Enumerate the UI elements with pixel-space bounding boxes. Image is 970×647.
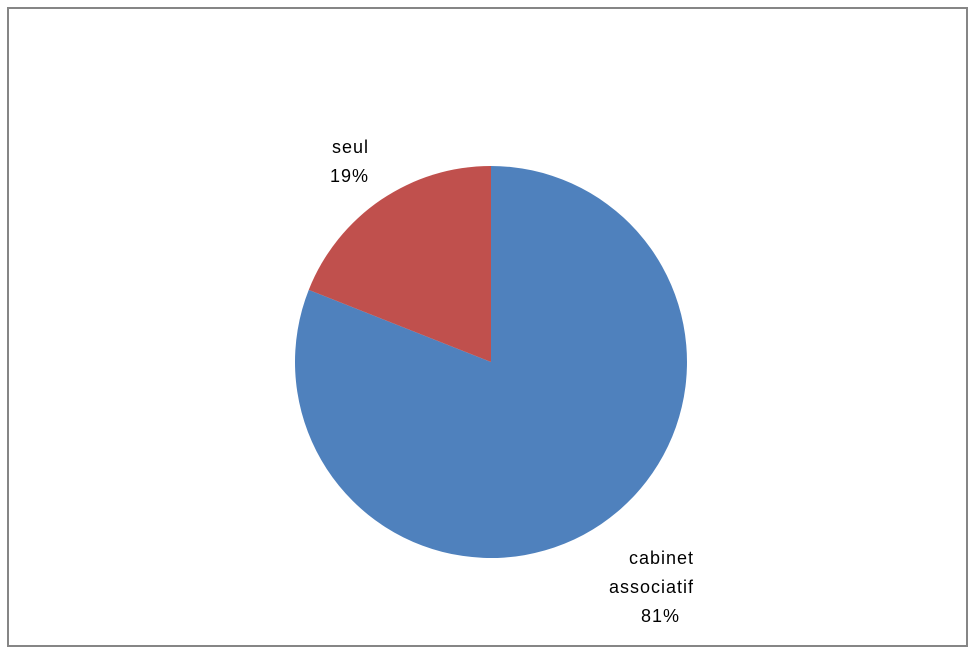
slice-label-seul: seul — [332, 137, 369, 157]
pie-slice-cabinet-associatif — [294, 166, 687, 558]
pie-slices — [294, 165, 687, 558]
slice-percent-seul: 19% — [330, 166, 369, 186]
pie-slice-seul — [308, 165, 491, 362]
slice-label-cabinet-line1: cabinet — [629, 548, 694, 568]
slice-percent-cabinet: 81% — [641, 606, 680, 626]
slice-label-cabinet-line2: associatif — [609, 577, 694, 597]
